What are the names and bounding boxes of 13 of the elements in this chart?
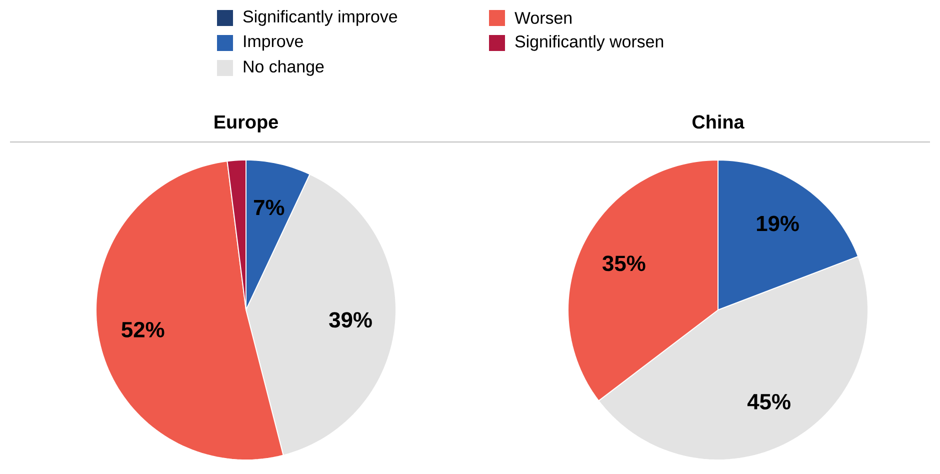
legend-label: Worsen	[514, 12, 572, 24]
legend-label: Significantly worsen	[515, 35, 664, 51]
legend-label: No change	[244, 60, 324, 76]
text: Europe	[214, 115, 278, 132]
data-label: 19%	[756, 216, 799, 232]
data-label: 7%	[254, 200, 284, 216]
data-label: 39%	[329, 312, 372, 328]
data-label: 45%	[747, 394, 790, 410]
chart-title: China	[692, 114, 744, 129]
legend-label: Significantly improve	[243, 10, 398, 26]
legend-label: Improve	[244, 35, 303, 51]
data-label: 35%	[602, 256, 646, 272]
data-label: 52%	[122, 322, 164, 338]
